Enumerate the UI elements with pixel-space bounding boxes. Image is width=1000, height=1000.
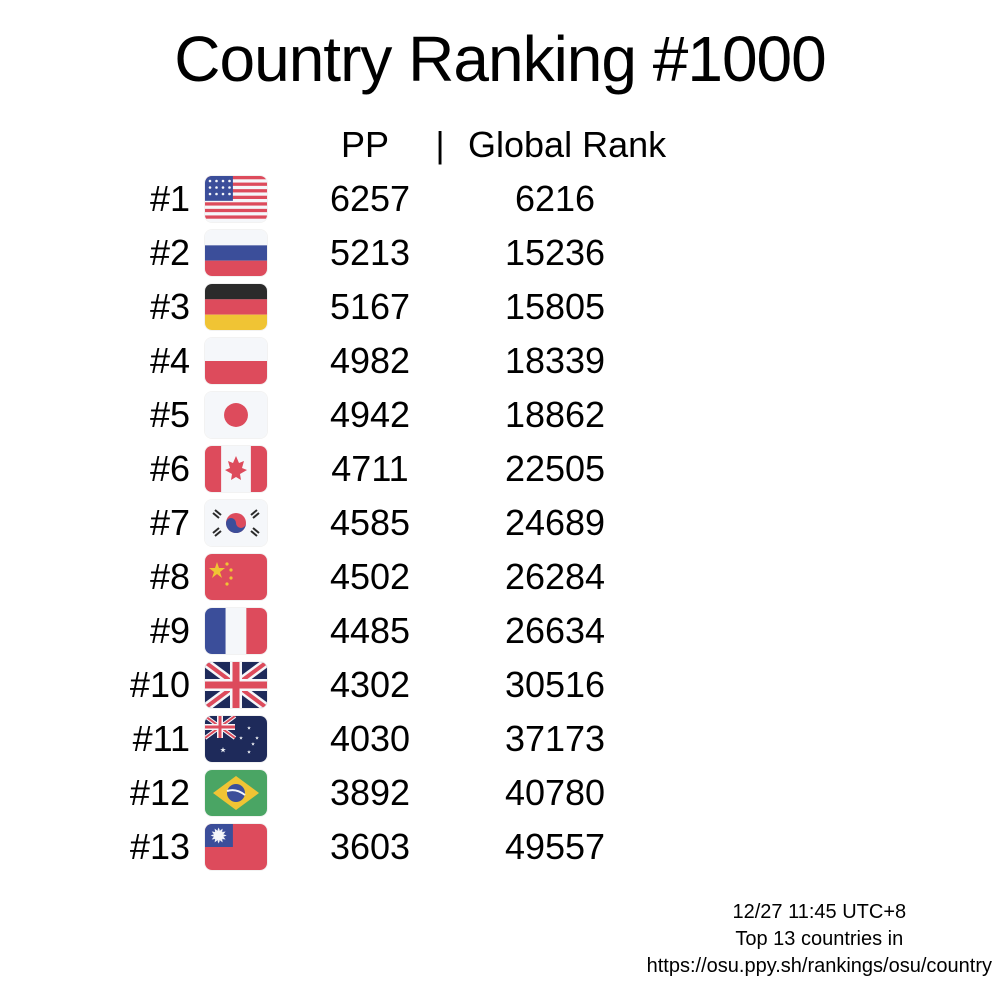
pp-value: 4982 xyxy=(285,340,455,382)
table-row: #13 3603 49557 xyxy=(0,820,1000,874)
rank-label: #13 xyxy=(0,826,205,868)
flag-cell xyxy=(205,824,285,870)
header-global-rank: Global Rank xyxy=(460,124,680,166)
flag-cell xyxy=(205,446,285,492)
table-header: PP | Global Rank xyxy=(0,124,1000,166)
footer-timestamp: 12/27 11:45 UTC+8 xyxy=(647,899,992,926)
flag-cell xyxy=(205,392,285,438)
rank-label: #2 xyxy=(0,232,205,274)
flag-cell xyxy=(205,230,285,276)
table-row: #1 6257 6216 xyxy=(0,172,1000,226)
pp-value: 5213 xyxy=(285,232,455,274)
flag-icon xyxy=(205,176,267,222)
pp-value: 6257 xyxy=(285,178,455,220)
rank-label: #10 xyxy=(0,664,205,706)
flag-icon xyxy=(205,824,267,870)
table-row: #3 5167 15805 xyxy=(0,280,1000,334)
flag-cell xyxy=(205,284,285,330)
rank-label: #5 xyxy=(0,394,205,436)
rank-label: #4 xyxy=(0,340,205,382)
flag-cell xyxy=(205,716,285,762)
flag-icon xyxy=(205,338,267,384)
rank-label: #3 xyxy=(0,286,205,328)
rank-label: #1 xyxy=(0,178,205,220)
pp-value: 3892 xyxy=(285,772,455,814)
global-rank-value: 15805 xyxy=(455,286,655,328)
header-divider: | xyxy=(420,124,460,166)
global-rank-value: 40780 xyxy=(455,772,655,814)
pp-value: 4030 xyxy=(285,718,455,760)
table-row: #2 5213 15236 xyxy=(0,226,1000,280)
rankings-table: #1 6257 6216 #2 5213 15236 #3 5167 15805 xyxy=(0,172,1000,874)
global-rank-value: 26284 xyxy=(455,556,655,598)
flag-icon xyxy=(205,554,267,600)
rank-label: #6 xyxy=(0,448,205,490)
pp-value: 4302 xyxy=(285,664,455,706)
table-row: #9 4485 26634 xyxy=(0,604,1000,658)
footer: 12/27 11:45 UTC+8 Top 13 countries in ht… xyxy=(647,899,992,980)
table-row: #6 4711 22505 xyxy=(0,442,1000,496)
global-rank-value: 30516 xyxy=(455,664,655,706)
flag-icon xyxy=(205,770,267,816)
table-row: #11 4030 37173 xyxy=(0,712,1000,766)
global-rank-value: 26634 xyxy=(455,610,655,652)
table-row: #7 4585 24689 xyxy=(0,496,1000,550)
flag-icon xyxy=(205,392,267,438)
rank-label: #12 xyxy=(0,772,205,814)
page-title: Country Ranking #1000 xyxy=(0,0,1000,96)
global-rank-value: 15236 xyxy=(455,232,655,274)
flag-cell xyxy=(205,662,285,708)
table-row: #10 4302 30516 xyxy=(0,658,1000,712)
pp-value: 4942 xyxy=(285,394,455,436)
rank-label: #9 xyxy=(0,610,205,652)
flag-icon xyxy=(205,716,267,762)
flag-cell xyxy=(205,554,285,600)
global-rank-value: 18339 xyxy=(455,340,655,382)
header-pp: PP xyxy=(310,124,420,166)
global-rank-value: 49557 xyxy=(455,826,655,868)
pp-value: 4502 xyxy=(285,556,455,598)
footer-line3: https://osu.ppy.sh/rankings/osu/country xyxy=(647,953,992,980)
global-rank-value: 37173 xyxy=(455,718,655,760)
flag-cell xyxy=(205,176,285,222)
flag-cell xyxy=(205,770,285,816)
global-rank-value: 24689 xyxy=(455,502,655,544)
pp-value: 3603 xyxy=(285,826,455,868)
global-rank-value: 6216 xyxy=(455,178,655,220)
pp-value: 5167 xyxy=(285,286,455,328)
flag-cell xyxy=(205,608,285,654)
table-row: #5 4942 18862 xyxy=(0,388,1000,442)
global-rank-value: 18862 xyxy=(455,394,655,436)
global-rank-value: 22505 xyxy=(455,448,655,490)
footer-line2: Top 13 countries in xyxy=(647,926,992,953)
flag-icon xyxy=(205,608,267,654)
pp-value: 4711 xyxy=(285,448,455,490)
table-row: #8 4502 26284 xyxy=(0,550,1000,604)
flag-icon xyxy=(205,662,267,708)
table-row: #4 4982 18339 xyxy=(0,334,1000,388)
flag-cell xyxy=(205,338,285,384)
flag-icon xyxy=(205,284,267,330)
flag-cell xyxy=(205,500,285,546)
flag-icon xyxy=(205,230,267,276)
flag-icon xyxy=(205,500,267,546)
pp-value: 4485 xyxy=(285,610,455,652)
table-row: #12 3892 40780 xyxy=(0,766,1000,820)
pp-value: 4585 xyxy=(285,502,455,544)
rank-label: #7 xyxy=(0,502,205,544)
rank-label: #8 xyxy=(0,556,205,598)
rank-label: #11 xyxy=(0,718,205,760)
flag-icon xyxy=(205,446,267,492)
